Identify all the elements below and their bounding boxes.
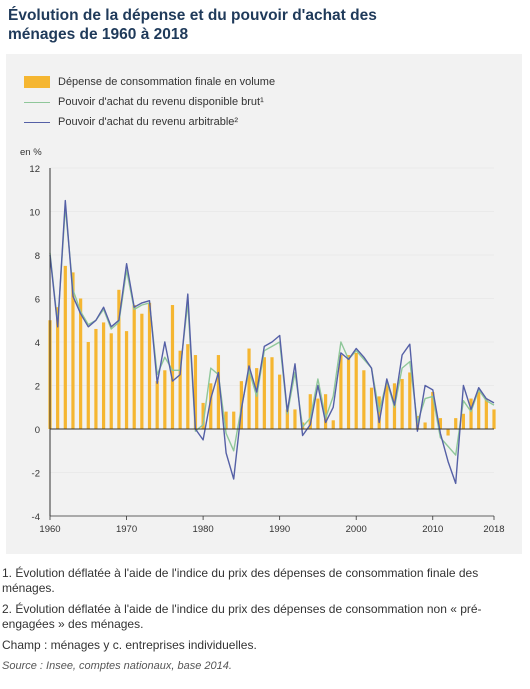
bar-consumption bbox=[278, 374, 282, 429]
x-tick-label: 2000 bbox=[346, 524, 367, 535]
bar-consumption bbox=[94, 328, 98, 429]
bar-consumption bbox=[247, 348, 251, 429]
x-tick-label: 1960 bbox=[39, 524, 60, 535]
bars bbox=[48, 265, 496, 436]
bar-consumption bbox=[209, 383, 213, 429]
y-tick-label: -4 bbox=[32, 512, 40, 523]
bar-consumption bbox=[71, 272, 75, 429]
bar-consumption bbox=[339, 355, 343, 429]
bar-consumption bbox=[316, 398, 320, 429]
bar-consumption bbox=[369, 387, 374, 429]
bar-consumption bbox=[232, 411, 236, 429]
footnotes: 1. Évolution déflatée à l'aide de l'indi… bbox=[2, 566, 528, 680]
bar-consumption bbox=[270, 357, 274, 429]
bar-consumption bbox=[109, 333, 113, 429]
bar-consumption bbox=[431, 392, 435, 429]
legend-label-consumption: Dépense de consommation finale en volume bbox=[58, 76, 276, 88]
bar-consumption bbox=[262, 357, 266, 429]
bar-consumption bbox=[454, 418, 458, 429]
bar-consumption bbox=[201, 402, 205, 429]
legend-item-arbitrable: Pouvoir d'achat du revenu arbitrable² bbox=[24, 112, 275, 132]
series-lines bbox=[49, 199, 495, 485]
y-tick-label: 8 bbox=[35, 251, 40, 262]
x-tick-label: 1990 bbox=[269, 524, 290, 535]
axes bbox=[49, 168, 495, 520]
bar-consumption bbox=[293, 409, 297, 429]
y-tick-label: 4 bbox=[35, 338, 40, 349]
footnote-source: Source : Insee, comptes nationaux, base … bbox=[2, 660, 232, 672]
bar-consumption bbox=[63, 265, 67, 429]
footnote-1: 1. Évolution déflatée à l'aide de l'indi… bbox=[2, 566, 479, 595]
bar-consumption bbox=[86, 342, 90, 429]
bar-consumption bbox=[362, 370, 366, 429]
bar-consumption bbox=[186, 344, 190, 429]
x-tick-label: 2010 bbox=[422, 524, 443, 535]
line-arbitrable bbox=[49, 199, 495, 485]
bar-consumption bbox=[79, 298, 83, 429]
bar-consumption bbox=[193, 355, 198, 429]
tick-labels: -4 -2 0 2 4 6 8 10 12 en % 1960 1970 1980 1990 2000 201… bbox=[20, 147, 505, 535]
chart-panel bbox=[6, 54, 522, 554]
y-tick-label: 10 bbox=[29, 208, 40, 219]
bar-consumption bbox=[492, 409, 496, 429]
legend-label-rdb: Pouvoir d'achat du revenu disponible bru… bbox=[58, 96, 264, 108]
bar-consumption bbox=[140, 313, 144, 429]
bar-consumption bbox=[469, 398, 473, 429]
bar-consumption bbox=[446, 429, 450, 436]
bar-consumption bbox=[423, 422, 427, 429]
bar-consumption bbox=[124, 331, 129, 429]
bar-consumption bbox=[147, 302, 152, 429]
bar-consumption bbox=[308, 394, 312, 429]
bar-consumption bbox=[477, 392, 481, 429]
x-tick-label: 1980 bbox=[193, 524, 214, 535]
y-tick-label: 0 bbox=[35, 425, 40, 436]
y-tick-label: 12 bbox=[29, 164, 40, 175]
bar-consumption bbox=[323, 394, 328, 429]
x-tick-label: 1970 bbox=[116, 524, 137, 535]
bar-consumption bbox=[385, 383, 389, 429]
bar-consumption bbox=[377, 396, 381, 429]
x-tick-label: 2018 bbox=[483, 524, 504, 535]
y-tick-label: 6 bbox=[35, 295, 40, 306]
bar-consumption bbox=[170, 305, 175, 429]
legend-bar-swatch bbox=[24, 76, 50, 88]
legend-item-consumption: Dépense de consommation finale en volume bbox=[24, 72, 275, 92]
footnote-champ: Champ : ménages y c. entreprises individ… bbox=[2, 638, 257, 652]
bar-consumption bbox=[461, 413, 465, 429]
bar-consumption bbox=[285, 409, 289, 429]
bar-consumption bbox=[331, 420, 335, 429]
legend-line-rdb bbox=[24, 101, 50, 103]
bar-consumption bbox=[117, 289, 121, 429]
bar-consumption bbox=[155, 381, 159, 429]
bar-consumption bbox=[101, 322, 106, 429]
bar-consumption bbox=[56, 307, 60, 429]
y-tick-label: -2 bbox=[32, 469, 40, 480]
y-tick-label: 2 bbox=[35, 382, 40, 393]
bar-consumption bbox=[346, 355, 351, 429]
legend-label-arbitrable: Pouvoir d'achat du revenu arbitrable² bbox=[58, 116, 239, 128]
bar-consumption bbox=[224, 411, 228, 429]
chart-title: Évolution de la dépense et du pouvoir d'… bbox=[8, 7, 377, 43]
bar-consumption bbox=[438, 418, 443, 429]
bar-consumption bbox=[484, 398, 488, 429]
bar-consumption bbox=[255, 368, 259, 429]
legend: Dépense de consommation finale en volume… bbox=[24, 72, 275, 132]
legend-item-rdb: Pouvoir d'achat du revenu disponible bru… bbox=[24, 92, 275, 112]
legend-line-arbitrable bbox=[24, 121, 50, 123]
bar-consumption bbox=[408, 372, 412, 429]
bar-consumption bbox=[178, 350, 182, 429]
y-unit-label: en % bbox=[20, 147, 42, 158]
footnote-2: 2. Évolution déflatée à l'aide de l'indi… bbox=[2, 602, 482, 631]
bar-consumption bbox=[216, 355, 221, 429]
bar-consumption bbox=[354, 352, 358, 429]
bar-consumption bbox=[400, 378, 404, 429]
bar-consumption bbox=[132, 305, 136, 429]
bar-consumption bbox=[163, 370, 167, 429]
